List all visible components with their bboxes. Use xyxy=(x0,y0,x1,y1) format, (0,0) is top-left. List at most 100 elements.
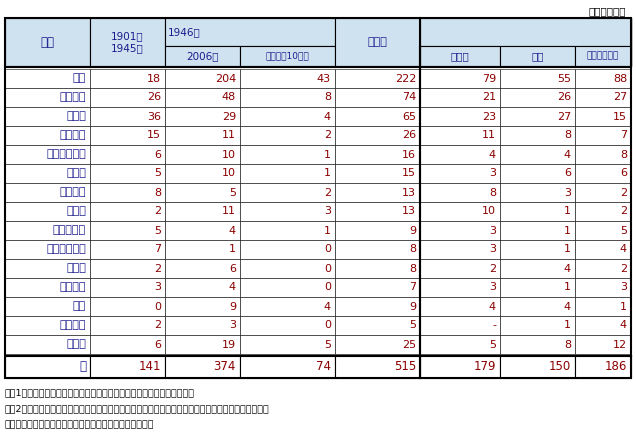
Bar xyxy=(500,240,575,259)
Text: 4: 4 xyxy=(489,149,496,160)
Text: ベルギー: ベルギー xyxy=(60,320,86,331)
Bar xyxy=(500,164,575,183)
Text: 8: 8 xyxy=(564,339,571,349)
Bar xyxy=(165,297,240,316)
Text: 26: 26 xyxy=(557,92,571,102)
Bar xyxy=(420,297,500,316)
Bar xyxy=(240,107,335,126)
Bar xyxy=(240,356,335,378)
Bar xyxy=(500,335,575,354)
Text: 1946～: 1946～ xyxy=(168,27,201,37)
Text: オーストリア: オーストリア xyxy=(46,244,86,254)
Text: 2: 2 xyxy=(154,263,161,273)
Text: 2: 2 xyxy=(324,131,331,141)
Bar xyxy=(335,278,420,297)
Text: 3: 3 xyxy=(489,283,496,293)
Text: 27: 27 xyxy=(612,92,627,102)
Bar xyxy=(335,18,420,66)
Text: 515: 515 xyxy=(394,361,416,374)
Text: 8: 8 xyxy=(324,92,331,102)
Bar xyxy=(90,335,165,354)
Bar xyxy=(240,297,335,316)
Text: 日本: 日本 xyxy=(73,302,86,312)
Bar xyxy=(90,240,165,259)
Text: 8: 8 xyxy=(409,244,416,254)
Text: 4: 4 xyxy=(564,302,571,312)
Text: 18: 18 xyxy=(147,73,161,83)
Text: 10: 10 xyxy=(222,149,236,160)
Text: 1: 1 xyxy=(620,302,627,312)
Text: 27: 27 xyxy=(556,112,571,122)
Text: 5: 5 xyxy=(154,168,161,178)
Bar xyxy=(575,46,631,66)
Text: 1: 1 xyxy=(564,244,571,254)
Text: イタリア: イタリア xyxy=(60,283,86,293)
Bar xyxy=(165,145,240,164)
Bar xyxy=(90,88,165,107)
Text: 36: 36 xyxy=(147,112,161,122)
Text: 2．受賞者の国名は国籍でカウントしている。ただし、二重国籍者は出生国でカウントしている。: 2．受賞者の国名は国籍でカウントしている。ただし、二重国籍者は出生国でカウントし… xyxy=(5,404,270,413)
Bar xyxy=(575,356,631,378)
Text: 8: 8 xyxy=(409,263,416,273)
Bar xyxy=(90,145,165,164)
Text: 区分: 区分 xyxy=(41,36,55,49)
Text: 1: 1 xyxy=(324,149,331,160)
Text: 7: 7 xyxy=(154,244,161,254)
Text: 3: 3 xyxy=(564,187,571,197)
Bar xyxy=(5,88,90,107)
Bar xyxy=(420,46,500,66)
Text: 4: 4 xyxy=(620,244,627,254)
Bar xyxy=(165,316,240,335)
Text: 10: 10 xyxy=(222,168,236,178)
Text: 3: 3 xyxy=(489,226,496,236)
Bar xyxy=(5,316,90,335)
Bar xyxy=(90,164,165,183)
Bar xyxy=(165,278,240,297)
Bar xyxy=(335,126,420,145)
Text: 3: 3 xyxy=(489,244,496,254)
Bar xyxy=(5,18,90,66)
Text: 6: 6 xyxy=(564,168,571,178)
Bar xyxy=(335,297,420,316)
Text: スイス: スイス xyxy=(66,168,86,178)
Bar xyxy=(335,259,420,278)
Text: 0: 0 xyxy=(324,244,331,254)
Bar xyxy=(335,164,420,183)
Text: うち最近10年間: うち最近10年間 xyxy=(266,52,309,60)
Bar xyxy=(240,316,335,335)
Bar xyxy=(335,69,420,88)
Text: -: - xyxy=(492,320,496,331)
Text: 179: 179 xyxy=(473,361,496,374)
Text: 1: 1 xyxy=(229,244,236,254)
Bar xyxy=(575,183,631,202)
Text: 3: 3 xyxy=(324,207,331,217)
Bar xyxy=(240,202,335,221)
Text: 74: 74 xyxy=(316,361,331,374)
Bar xyxy=(90,356,165,378)
Text: 10: 10 xyxy=(482,207,496,217)
Bar xyxy=(500,221,575,240)
Text: イギリス: イギリス xyxy=(60,92,86,102)
Bar xyxy=(335,335,420,354)
Text: 化学: 化学 xyxy=(531,51,544,61)
Bar xyxy=(335,183,420,202)
Text: 13: 13 xyxy=(402,207,416,217)
Text: 4: 4 xyxy=(324,112,331,122)
Bar xyxy=(500,126,575,145)
Bar xyxy=(420,259,500,278)
Bar xyxy=(90,278,165,297)
Text: 3: 3 xyxy=(154,283,161,293)
Bar xyxy=(165,18,335,46)
Bar xyxy=(240,164,335,183)
Text: 6: 6 xyxy=(229,263,236,273)
Text: 11: 11 xyxy=(482,131,496,141)
Bar xyxy=(575,335,631,354)
Text: 2: 2 xyxy=(620,263,627,273)
Bar xyxy=(575,202,631,221)
Bar xyxy=(500,259,575,278)
Bar xyxy=(240,46,335,66)
Bar xyxy=(5,356,90,378)
Bar xyxy=(500,183,575,202)
Bar xyxy=(5,335,90,354)
Text: 8: 8 xyxy=(620,149,627,160)
